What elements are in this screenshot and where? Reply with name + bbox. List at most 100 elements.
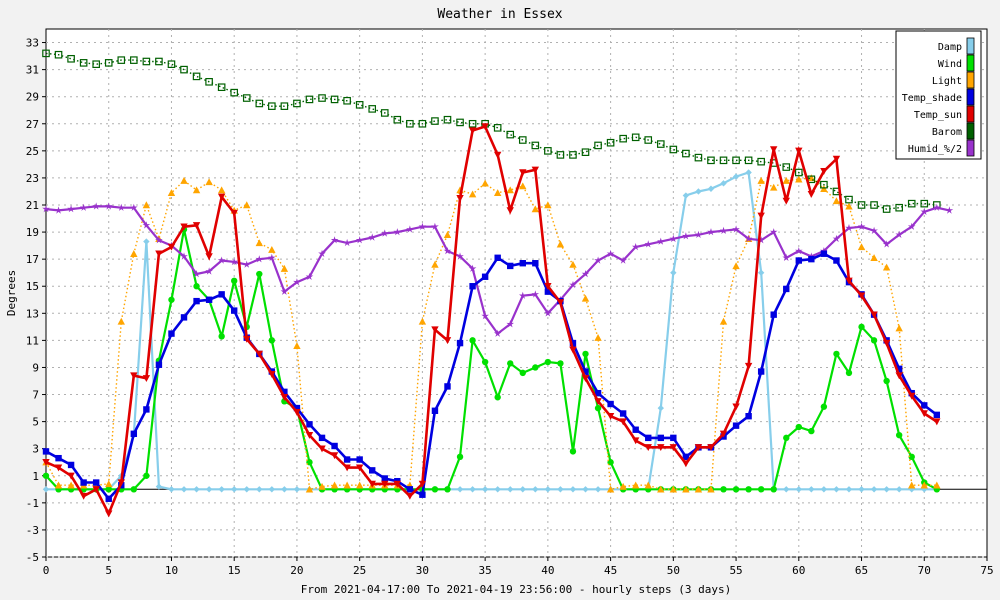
data-point-humid-2 [832,234,841,243]
x-tick-label: 20 [290,564,303,577]
data-point-light [468,190,477,198]
legend-label: Temp_shade [902,93,962,104]
series-light [42,174,941,493]
y-tick-label: 33 [26,37,39,50]
data-point-damp [870,486,878,493]
data-point-barom [355,101,364,109]
data-point-barom [732,156,740,165]
data-point-temp-shade [732,422,740,429]
data-point-humid-2 [305,272,314,280]
data-point-humid-2 [857,222,866,230]
data-point-humid-2 [130,203,138,211]
data-point-light [268,245,276,253]
data-point-humid-2 [293,278,301,286]
data-point-temp-sun [531,166,540,174]
data-point-wind [456,453,464,461]
data-point-temp-sun [694,444,703,452]
data-point-humid-2 [694,230,703,238]
data-point-light [619,482,627,490]
data-point-humid-2 [318,249,326,257]
data-point-light [544,201,552,209]
data-point-temp-shade [67,461,75,469]
data-point-light [895,324,903,332]
data-point-barom [217,83,226,92]
data-point-light [594,333,602,341]
data-point-temp-sun [255,350,263,358]
data-point-humid-2 [594,256,602,264]
data-point-light [882,263,891,271]
data-point-barom [42,49,50,58]
data-point-temp-sun [782,197,790,205]
data-point-light [531,205,540,213]
data-point-temp-shade [619,410,627,417]
data-point-wind [783,434,790,442]
data-point-temp-sun [682,460,690,468]
data-point-damp [820,486,828,493]
data-point-humid-2 [268,253,276,261]
data-point-barom [368,105,377,113]
data-point-barom [882,205,891,213]
data-point-temp-shade [318,434,326,442]
data-point-temp-shade [795,257,802,264]
series-line-light [45,177,937,491]
y-tick-label: 7 [32,389,39,402]
y-tick-label: -3 [26,524,39,537]
data-point-humid-2 [744,234,753,243]
data-point-barom [920,199,929,208]
data-point-damp [507,486,514,493]
data-point-temp-shade [231,307,238,314]
data-point-damp [281,486,288,493]
y-tick-label: 17 [26,253,39,266]
data-point-wind [444,486,451,493]
data-point-wind [193,283,200,290]
data-point-barom [845,195,853,204]
legend-swatch [966,88,975,106]
series-temp-sun [42,123,941,518]
data-point-temp-shade [281,388,288,396]
data-point-barom [343,96,351,105]
data-point-light [669,485,678,493]
series-group [42,49,954,518]
legend-swatch [966,139,975,157]
data-point-barom [167,60,176,69]
data-point-temp-shade [594,389,602,397]
data-point-damp [795,486,802,493]
data-point-humid-2 [456,252,464,260]
data-point-temp-sun [556,299,565,307]
data-point-light [481,179,489,187]
data-point-damp [670,269,677,276]
data-point-damp [757,269,765,276]
data-point-temp-sun [330,452,339,460]
data-point-temp-shade [469,283,476,290]
data-point-light [606,485,615,493]
x-tick-label: 25 [353,564,366,577]
data-point-barom [242,94,251,102]
data-point-humid-2 [769,228,778,236]
data-point-damp [808,486,815,493]
data-point-wind [745,486,752,493]
data-point-temp-sun [506,207,514,215]
series-line-barom [45,52,937,210]
data-point-temp-shade [933,411,941,419]
data-point-barom [67,54,75,63]
data-point-damp [205,486,213,493]
data-point-temp-shade [180,314,188,321]
data-point-damp [231,486,238,493]
data-point-barom [418,119,427,128]
data-point-temp-sun [657,444,665,452]
x-tick-label: 50 [667,564,680,577]
data-point-temp-shade [343,456,351,463]
data-point-temp-shade [42,448,50,455]
data-point-humid-2 [381,229,389,237]
data-point-humid-2 [343,238,351,247]
data-point-wind [268,337,276,344]
data-point-temp-shade [921,402,928,409]
data-point-light [845,202,853,210]
x-tick-label: 0 [43,564,50,577]
data-point-wind [431,486,439,493]
data-point-barom [870,201,878,209]
data-point-humid-2 [657,237,665,245]
data-point-temp-sun [845,277,853,285]
data-point-light [581,294,590,302]
data-point-light [519,182,527,190]
